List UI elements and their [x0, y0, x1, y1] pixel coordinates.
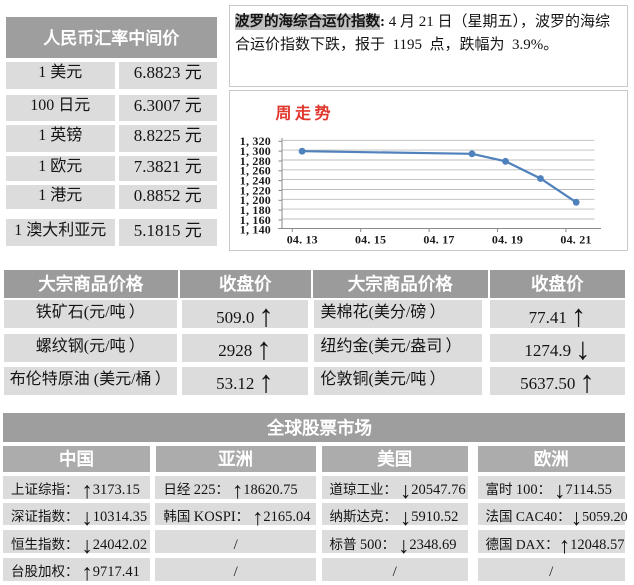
svg-text:1, 200: 1, 200 — [239, 193, 270, 207]
svg-text:1, 260: 1, 260 — [239, 164, 270, 178]
svg-text:1, 220: 1, 220 — [239, 183, 270, 197]
svg-text:1, 300: 1, 300 — [239, 144, 270, 158]
svg-text:1, 180: 1, 180 — [239, 203, 270, 217]
svg-text:04. 15: 04. 15 — [354, 233, 385, 247]
svg-text:1, 160: 1, 160 — [239, 213, 270, 227]
svg-text:04. 13: 04. 13 — [286, 233, 317, 247]
svg-text:1, 280: 1, 280 — [239, 154, 270, 168]
svg-text:1, 240: 1, 240 — [239, 174, 270, 188]
svg-text:04. 19: 04. 19 — [491, 233, 522, 247]
svg-text:04. 21: 04. 21 — [560, 233, 591, 247]
svg-text:周走势: 周走势 — [275, 104, 334, 123]
svg-text:1, 140: 1, 140 — [239, 223, 270, 237]
svg-text:1, 320: 1, 320 — [239, 134, 270, 148]
svg-text:04. 17: 04. 17 — [423, 233, 454, 247]
